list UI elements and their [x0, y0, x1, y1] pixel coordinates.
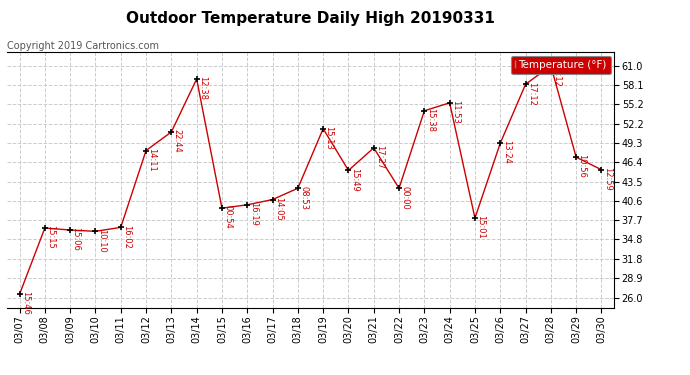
- Text: 17:12: 17:12: [527, 81, 536, 105]
- Text: 15:01: 15:01: [476, 215, 485, 239]
- Legend: Temperature (°F): Temperature (°F): [511, 56, 611, 74]
- Text: 15:13: 15:13: [324, 126, 333, 150]
- Text: 16:19: 16:19: [248, 202, 257, 226]
- Text: 15:38: 15:38: [426, 108, 435, 132]
- Text: 12:59: 12:59: [603, 167, 612, 191]
- Text: 14:05: 14:05: [274, 197, 283, 220]
- Text: 08:53: 08:53: [299, 186, 308, 210]
- Text: 11:53: 11:53: [451, 100, 460, 124]
- Text: 14:11: 14:11: [148, 148, 157, 171]
- Text: 15:15: 15:15: [46, 225, 55, 249]
- Text: 10:56: 10:56: [578, 154, 586, 178]
- Text: 13:24: 13:24: [502, 141, 511, 164]
- Text: 16:02: 16:02: [122, 225, 131, 249]
- Text: 10:10: 10:10: [97, 228, 106, 252]
- Text: 15:49: 15:49: [350, 168, 359, 191]
- Text: 15:06: 15:06: [72, 227, 81, 251]
- Text: 17:27: 17:27: [375, 145, 384, 169]
- Text: Copyright 2019 Cartronics.com: Copyright 2019 Cartronics.com: [7, 41, 159, 51]
- Text: 22:44: 22:44: [172, 129, 181, 153]
- Text: Outdoor Temperature Daily High 20190331: Outdoor Temperature Daily High 20190331: [126, 11, 495, 26]
- Text: 00:00: 00:00: [400, 186, 409, 209]
- Text: 17:12: 17:12: [552, 63, 561, 87]
- Text: 12:38: 12:38: [198, 76, 207, 100]
- Text: 15:46: 15:46: [21, 291, 30, 315]
- Text: 00:54: 00:54: [224, 206, 233, 229]
